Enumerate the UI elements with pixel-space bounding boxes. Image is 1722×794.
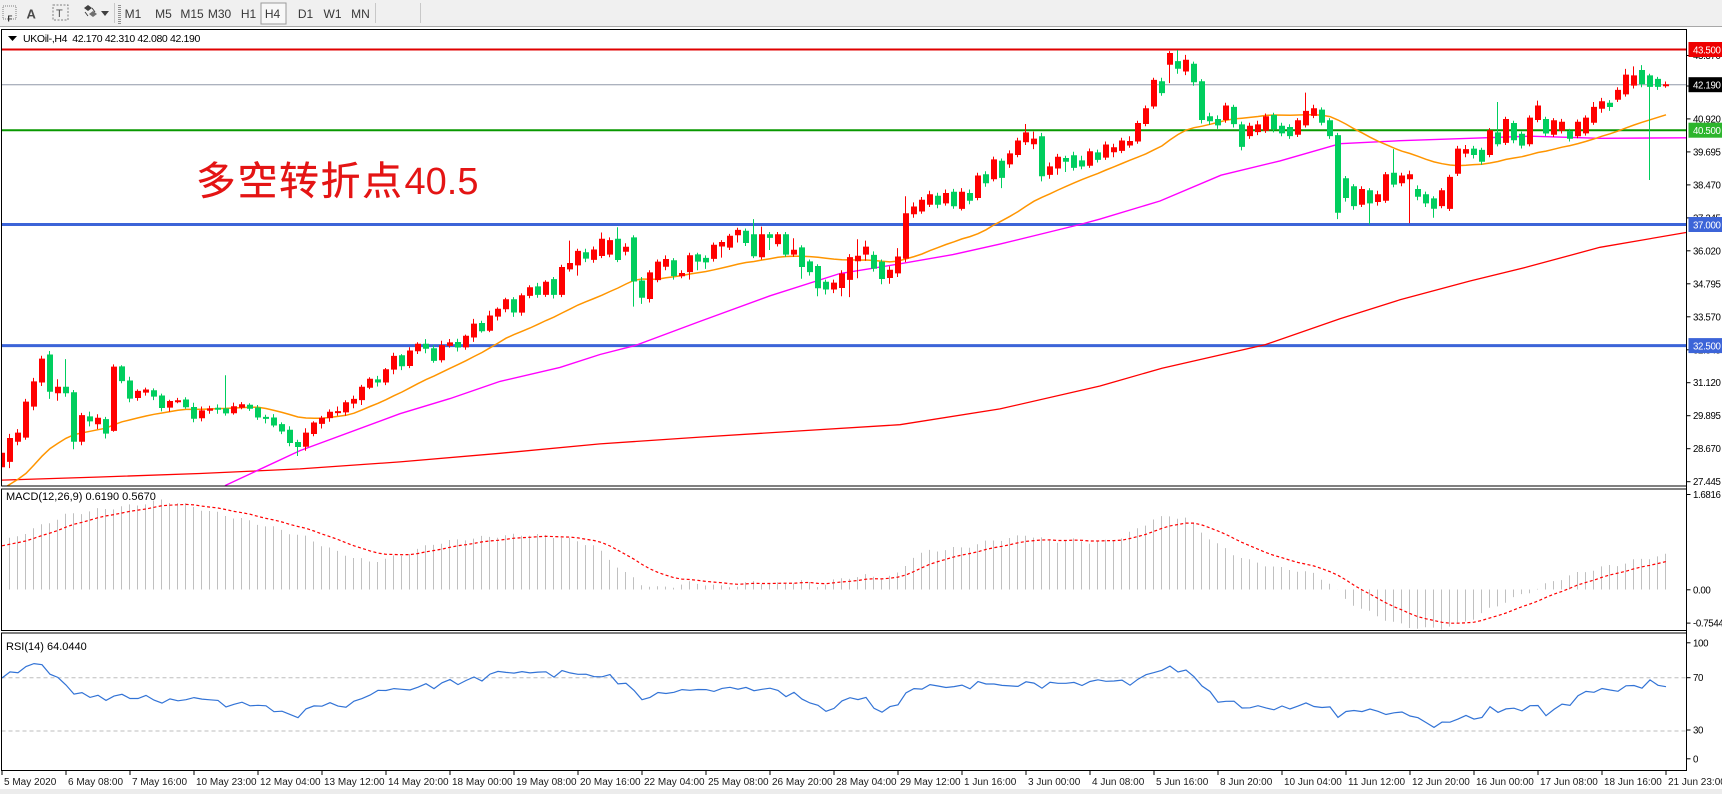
- svg-text:100: 100: [1693, 638, 1709, 649]
- svg-text:10 May 23:00: 10 May 23:00: [196, 777, 257, 788]
- svg-text:38.470: 38.470: [1693, 180, 1721, 191]
- svg-text:26 May 20:00: 26 May 20:00: [772, 777, 833, 788]
- svg-text:M30: M30: [208, 7, 232, 21]
- svg-text:12 Jun 20:00: 12 Jun 20:00: [1412, 777, 1470, 788]
- svg-text:3 Jun 00:00: 3 Jun 00:00: [1028, 777, 1081, 788]
- svg-text:M15: M15: [180, 7, 204, 21]
- svg-text:11 Jun 12:00: 11 Jun 12:00: [1348, 777, 1406, 788]
- svg-text:7 May 16:00: 7 May 16:00: [132, 777, 187, 788]
- svg-text:18 May 00:00: 18 May 00:00: [452, 777, 513, 788]
- svg-text:43.500: 43.500: [1693, 46, 1721, 57]
- svg-text:5 May 2020: 5 May 2020: [4, 777, 57, 788]
- svg-text:27.445: 27.445: [1693, 477, 1721, 488]
- svg-text:70: 70: [1693, 673, 1704, 684]
- svg-text:31.120: 31.120: [1693, 378, 1721, 389]
- svg-text:M1: M1: [125, 7, 142, 21]
- svg-text:1 Jun 16:00: 1 Jun 16:00: [964, 777, 1017, 788]
- svg-text:20 May 16:00: 20 May 16:00: [580, 777, 641, 788]
- svg-text:13 May 12:00: 13 May 12:00: [324, 777, 385, 788]
- svg-text:33.570: 33.570: [1693, 312, 1721, 323]
- svg-text:5 Jun 16:00: 5 Jun 16:00: [1156, 777, 1209, 788]
- svg-text:18 Jun 16:00: 18 Jun 16:00: [1604, 777, 1662, 788]
- svg-text:-0.7544: -0.7544: [1693, 619, 1722, 630]
- svg-text:UKOil-,H4 42.170 42.310 42.08: UKOil-,H4 42.170 42.310 42.080 42.190: [23, 33, 201, 45]
- svg-text:19 May 08:00: 19 May 08:00: [516, 777, 577, 788]
- svg-text:25 May 08:00: 25 May 08:00: [708, 777, 769, 788]
- svg-text:29.895: 29.895: [1693, 411, 1721, 422]
- svg-text:F: F: [8, 15, 13, 24]
- svg-text:M5: M5: [155, 7, 172, 21]
- svg-text:6 May 08:00: 6 May 08:00: [68, 777, 123, 788]
- svg-text:40.5: 40.5: [405, 161, 479, 203]
- svg-text:W1: W1: [324, 7, 342, 21]
- svg-text:A: A: [27, 7, 37, 22]
- svg-text:H1: H1: [241, 7, 257, 21]
- svg-text:14 May 20:00: 14 May 20:00: [388, 777, 449, 788]
- svg-text:12 May 04:00: 12 May 04:00: [260, 777, 321, 788]
- svg-text:10 Jun 04:00: 10 Jun 04:00: [1284, 777, 1342, 788]
- svg-text:MN: MN: [351, 7, 370, 21]
- svg-text:H4: H4: [265, 7, 281, 21]
- svg-text:8 Jun 20:00: 8 Jun 20:00: [1220, 777, 1273, 788]
- svg-text:0: 0: [1693, 754, 1699, 765]
- svg-text:28.670: 28.670: [1693, 444, 1721, 455]
- svg-text:T: T: [56, 8, 63, 20]
- svg-text:0.00: 0.00: [1693, 585, 1711, 596]
- svg-text:34.795: 34.795: [1693, 279, 1721, 290]
- svg-text:40.500: 40.500: [1693, 126, 1721, 137]
- svg-text:29 May 12:00: 29 May 12:00: [900, 777, 961, 788]
- svg-text:17 Jun 08:00: 17 Jun 08:00: [1540, 777, 1598, 788]
- svg-text:42.190: 42.190: [1693, 81, 1721, 92]
- svg-text:RSI(14) 64.0440: RSI(14) 64.0440: [6, 641, 87, 653]
- svg-text:32.500: 32.500: [1693, 342, 1721, 353]
- svg-text:16 Jun 00:00: 16 Jun 00:00: [1476, 777, 1534, 788]
- svg-text:D1: D1: [298, 7, 314, 21]
- svg-text:1.6816: 1.6816: [1693, 490, 1721, 501]
- svg-text:40.920: 40.920: [1693, 114, 1721, 125]
- svg-text:21 Jun 23:00: 21 Jun 23:00: [1668, 777, 1722, 788]
- svg-text:4 Jun 08:00: 4 Jun 08:00: [1092, 777, 1145, 788]
- svg-text:MACD(12,26,9) 0.6190 0.5670: MACD(12,26,9) 0.6190 0.5670: [6, 491, 156, 503]
- svg-text:39.695: 39.695: [1693, 147, 1721, 158]
- svg-text:22 May 04:00: 22 May 04:00: [644, 777, 705, 788]
- svg-text:36.020: 36.020: [1693, 246, 1721, 257]
- svg-text:28 May 04:00: 28 May 04:00: [836, 777, 897, 788]
- svg-text:30: 30: [1693, 726, 1704, 737]
- svg-text:37.000: 37.000: [1693, 221, 1721, 232]
